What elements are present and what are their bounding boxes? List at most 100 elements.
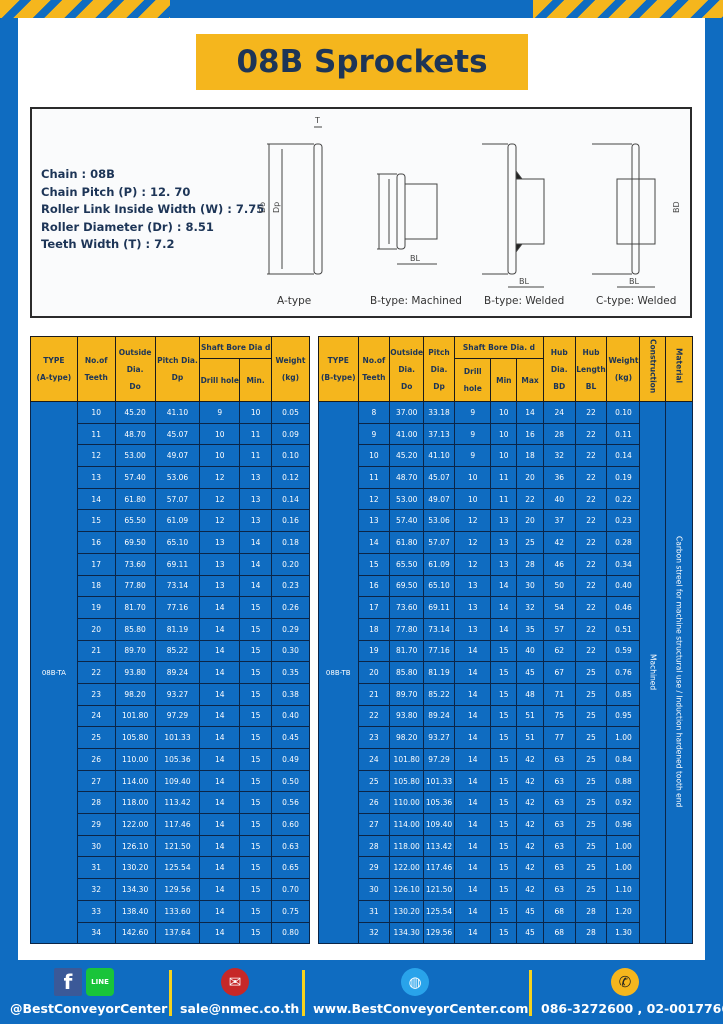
social-handle[interactable]: @BestConveyorCenter	[10, 1001, 168, 1016]
table-cell: 130.20	[389, 899, 425, 923]
table-row: 20 85.80 81.19 14 15 0.29	[31, 617, 310, 641]
table-cell: 25	[76, 726, 116, 749]
table-cell: 0.96	[606, 813, 641, 836]
table-cell: 15	[239, 617, 273, 641]
table-cell: 13	[357, 509, 391, 533]
table-cell: 29	[357, 856, 391, 880]
table-cell: 45	[516, 921, 544, 945]
table-cell: 25	[516, 531, 544, 554]
table-row: 27 114.00 109.40 14 15 42 63 25 0.96	[319, 813, 693, 836]
caption-b-machined: B-type: Machined	[370, 295, 462, 307]
table-cell: 33	[76, 899, 116, 923]
table-cell: 27	[76, 769, 116, 793]
table-cell: 37.13	[423, 422, 455, 446]
table-cell: 13	[199, 531, 241, 554]
table-cell: 101.80	[114, 704, 156, 728]
header-drill-hole: Drill hole	[199, 358, 241, 402]
table-cell: 9	[453, 422, 492, 446]
table-cell: 10	[490, 401, 518, 424]
table-cell: 93.27	[154, 682, 201, 706]
type-cell: 08B-TA	[30, 400, 78, 945]
table-cell: 77.80	[114, 574, 156, 598]
line-icon[interactable]: LINE	[86, 968, 114, 996]
table-cell: 41.10	[154, 401, 201, 424]
table-cell: 54	[542, 596, 576, 619]
table-cell: 77	[542, 726, 576, 749]
spec-pitch: Chain Pitch (P) : 12. 70	[41, 184, 191, 199]
table-cell: 61.80	[114, 487, 156, 511]
email-icon: ✉	[221, 968, 249, 996]
table-cell: 63	[542, 813, 576, 836]
table-cell: 0.10	[271, 444, 310, 468]
table-cell: 89.70	[114, 639, 156, 663]
label-dp: Dp	[272, 202, 281, 213]
table-row: 32 134.30 129.56 14 15 45 68 28 1.30	[319, 921, 693, 945]
email-link[interactable]: sale@nmec.co.th	[180, 1001, 300, 1016]
table-row: 9 41.00 37.13 9 10 16 28 22 0.11	[319, 422, 693, 446]
table-cell: 113.42	[423, 834, 455, 858]
table-cell: 97.29	[154, 704, 201, 728]
table-cell: 15	[490, 921, 518, 945]
website-link[interactable]: www.BestConveyorCenter.com	[313, 1001, 529, 1016]
table-cell: 0.65	[271, 856, 310, 880]
spec-link-width: Roller Link Inside Width (W) : 7.75	[41, 202, 265, 216]
table-cell: 105.80	[114, 726, 156, 749]
table-cell: 0.14	[271, 487, 310, 511]
table-cell: 13	[490, 531, 518, 554]
table-cell: 109.40	[423, 813, 455, 836]
table-row: 22 93.80 89.24 14 15 51 75 25 0.95	[319, 704, 693, 728]
table-row: 29 122.00 117.46 14 15 42 63 25 1.00	[319, 856, 693, 880]
table-row: 13 57.40 53.06 12 13 20 37 22 0.23	[319, 509, 693, 533]
table-cell: 0.38	[271, 682, 310, 706]
b-type-machined-drawing: BL	[377, 173, 438, 265]
table-cell: 15	[490, 878, 518, 901]
table-cell: 15	[490, 682, 518, 706]
table-row: 22 93.80 89.24 14 15 0.35	[31, 661, 310, 684]
table-cell: 15	[239, 834, 273, 858]
table-cell: 22	[574, 574, 608, 598]
table-cell: 28	[574, 899, 608, 923]
table-cell: 10	[199, 422, 241, 446]
divider	[302, 970, 305, 1016]
table-cell: 73.14	[423, 617, 455, 641]
table-row: 19 81.70 77.16 14 15 40 62 22 0.59	[319, 639, 693, 663]
table-row: 10 45.20 41.10 9 10 18 32 22 0.14	[319, 444, 693, 468]
table-cell: 11	[239, 444, 273, 468]
table-cell: 93.27	[423, 726, 455, 749]
label-bl: BL	[410, 254, 420, 263]
table-cell: 65.10	[154, 531, 201, 554]
table-cell: 42	[516, 878, 544, 901]
c-type-welded-drawing: BL BD	[592, 143, 681, 288]
table-cell: 13	[453, 617, 492, 641]
table-cell: 14	[516, 401, 544, 424]
table-row: 23 98.20 93.27 14 15 51 77 25 1.00	[319, 726, 693, 749]
table-cell: 57.07	[423, 531, 455, 554]
table-cell: 69.50	[114, 531, 156, 554]
table-cell: 45.07	[423, 466, 455, 489]
phone-number[interactable]: 086-3272600 , 02-0017766	[541, 1001, 723, 1016]
table-cell: 14	[199, 878, 241, 901]
table-cell: 63	[542, 769, 576, 793]
spec-roller-dia: Roller Diameter (Dr) : 8.51	[41, 219, 214, 234]
table-row: 34 142.60 137.64 14 15 0.80	[31, 921, 310, 945]
header-min: Min	[490, 358, 518, 402]
table-cell: 15	[239, 726, 273, 749]
facebook-icon[interactable]: f	[54, 968, 82, 996]
table-cell: 15	[490, 834, 518, 858]
table-cell: 1.10	[606, 878, 641, 901]
table-cell: 71	[542, 682, 576, 706]
table-cell: 0.63	[271, 834, 310, 858]
table-cell: 12	[199, 509, 241, 533]
table-cell: 77.80	[389, 617, 425, 641]
table-cell: 101.33	[154, 726, 201, 749]
table-cell: 61.80	[389, 531, 425, 554]
table-cell: 63	[542, 748, 576, 771]
table-cell: 63	[542, 834, 576, 858]
table-cell: 0.23	[606, 509, 641, 533]
table-cell: 18	[76, 574, 116, 598]
table-cell: 62	[542, 639, 576, 663]
table-cell: 45	[516, 661, 544, 684]
table-cell: 15	[490, 813, 518, 836]
table-cell: 0.46	[606, 596, 641, 619]
table-cell: 0.16	[271, 509, 310, 533]
